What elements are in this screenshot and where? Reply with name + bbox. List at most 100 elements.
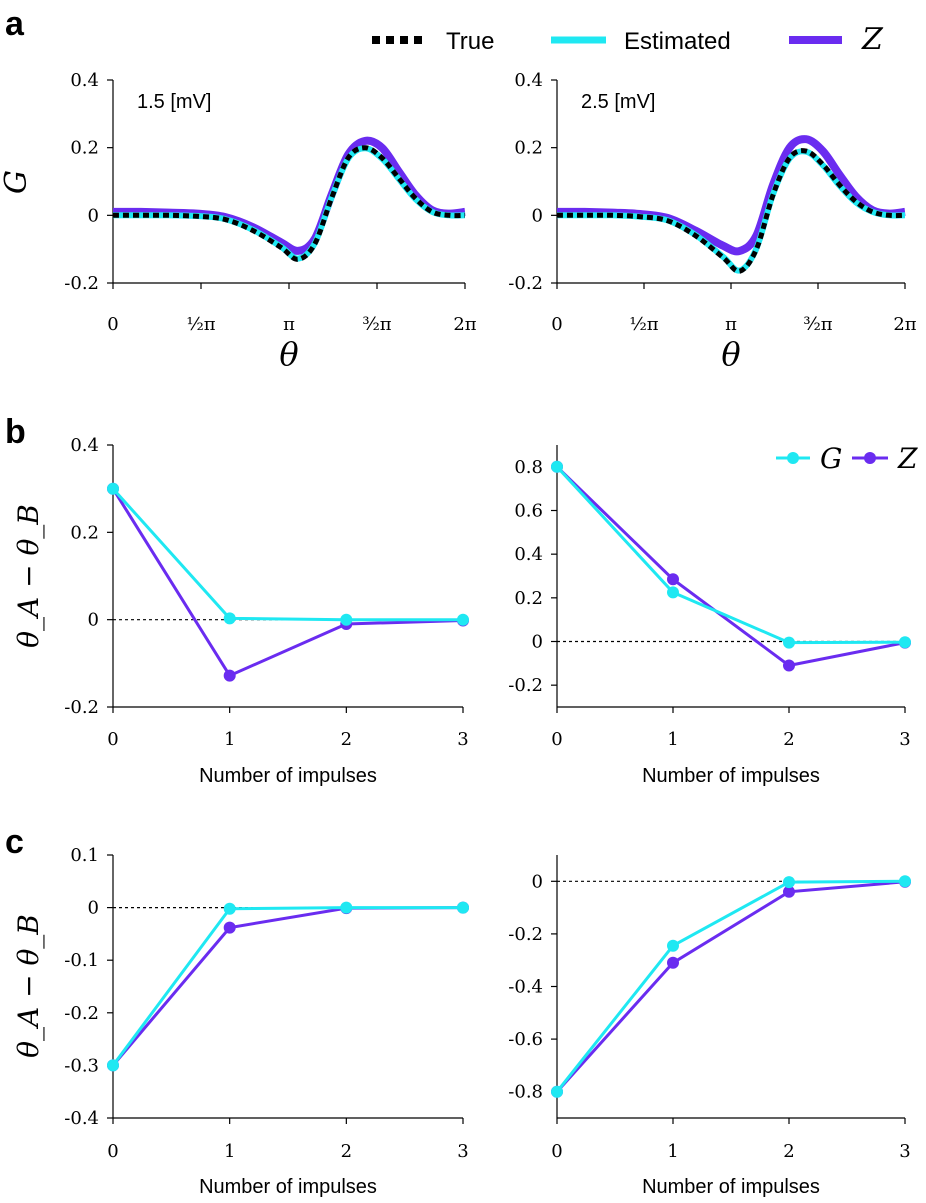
x-tick-label: 3 xyxy=(457,1141,468,1162)
y-tick-label: 0.2 xyxy=(514,588,543,609)
y-tick-label: -0.6 xyxy=(508,1029,543,1050)
series-line-g xyxy=(555,465,906,645)
chart-3: -0.2 0 0.2 0.4 0.6 0.8 0 1 2 3 Number of impulses xyxy=(508,445,911,787)
y-tick-label: 0.1 xyxy=(70,845,99,866)
data-point-g-2 xyxy=(783,876,795,889)
x-tick-label: 3 xyxy=(899,1141,910,1162)
y-tick-label: -0.3 xyxy=(64,1055,99,1076)
x-tick-label: ³⁄₂π xyxy=(362,314,391,335)
panel-label-a: a xyxy=(5,5,25,43)
legend-a-label-1: Estimated xyxy=(624,28,731,55)
y-tick-label: 0.4 xyxy=(70,70,99,91)
x-tick-label: 2 xyxy=(783,1141,794,1162)
x-tick-label: 0 xyxy=(107,1141,118,1162)
panel-annotation: 2.5 [mV] xyxy=(581,91,655,113)
x-axis-title: Number of impulses xyxy=(199,1176,377,1198)
data-point-g-3 xyxy=(457,613,469,626)
chart-1: -0.2 0 0.2 0.4 0 ½π π ³⁄₂π 2π θ 2.5 [mV] xyxy=(508,70,917,373)
data-point-g-1 xyxy=(667,586,679,599)
series-line-z xyxy=(555,880,906,1093)
x-tick-label: π xyxy=(283,314,295,335)
data-point-g-3 xyxy=(899,636,911,649)
x-axis-title: θ xyxy=(721,335,740,373)
y-tick-label: 0.4 xyxy=(514,544,543,565)
data-point-z-1 xyxy=(223,669,236,682)
legend-b-marker-0 xyxy=(787,452,799,464)
panel-annotation: 1.5 [mV] xyxy=(137,91,211,113)
legend-a-item-2: Z xyxy=(789,22,884,57)
x-tick-label: 2π xyxy=(453,314,476,335)
chart-0: -0.2 0 0.2 0.4 0 ½π π ³⁄₂π 2π θ G 1.5 [mV] xyxy=(0,70,477,373)
x-tick-label: 2 xyxy=(783,729,794,750)
y-tick-label: -0.1 xyxy=(64,950,99,971)
y-tick-label: 0.2 xyxy=(514,138,543,159)
y-tick-label: -0.2 xyxy=(64,273,99,294)
panel-labels: a b c xyxy=(5,5,26,861)
data-point-g-2 xyxy=(783,636,795,649)
chart-4: -0.4 -0.3 -0.2 -0.1 0 0.1 0 1 2 3 Number of impuls… xyxy=(12,845,469,1198)
y-tick-label: 0 xyxy=(88,898,99,919)
series-line-z xyxy=(556,135,906,256)
series-line-z xyxy=(111,487,464,678)
data-point-g-1 xyxy=(223,902,236,915)
legend-panel-a: True Estimated Z xyxy=(372,22,884,57)
y-tick-label: 0.8 xyxy=(514,457,543,478)
y-tick-label: 0.4 xyxy=(70,435,99,456)
legend-b-item-1: Z xyxy=(852,442,918,475)
y-tick-label: 0 xyxy=(88,205,99,226)
x-tick-label: 3 xyxy=(457,729,468,750)
y-tick-label: -0.2 xyxy=(508,924,543,945)
series-line-true xyxy=(112,145,466,262)
data-point-g-3 xyxy=(899,875,911,888)
x-tick-label: 3 xyxy=(899,729,910,750)
y-tick-label: 0 xyxy=(88,610,99,631)
x-tick-label: 1 xyxy=(667,729,678,750)
legend-a-item-1: Estimated xyxy=(551,28,731,55)
data-point-z-2 xyxy=(783,885,795,898)
legend-a-label-2: Z xyxy=(861,22,884,57)
y-tick-label: 0 xyxy=(532,632,543,653)
data-point-z-2 xyxy=(783,659,795,672)
chart-2: -0.2 0 0.2 0.4 0 1 2 3 Number of impulses θ_A − θ… xyxy=(12,435,469,787)
y-tick-label: -0.8 xyxy=(508,1082,543,1103)
x-axis-title: Number of impulses xyxy=(642,765,820,787)
x-tick-label: ½π xyxy=(629,314,658,335)
series-line-estimated xyxy=(112,145,466,262)
x-tick-label: 0 xyxy=(551,1141,562,1162)
y-tick-label: -0.2 xyxy=(508,675,543,696)
x-tick-label: 0 xyxy=(107,729,118,750)
chart-5: -0.8 -0.6 -0.4 -0.2 0 0 1 2 3 Number of impulses xyxy=(508,855,911,1198)
x-tick-label: 1 xyxy=(224,729,235,750)
x-tick-label: ³⁄₂π xyxy=(803,314,832,335)
x-tick-label: ½π xyxy=(186,314,215,335)
data-point-z-1 xyxy=(223,921,236,934)
legend-a-label-0: True xyxy=(446,28,494,55)
x-tick-label: 0 xyxy=(107,314,118,335)
series-line-g xyxy=(111,487,463,622)
data-point-z-1 xyxy=(667,956,679,969)
series-line-z xyxy=(555,465,906,668)
data-point-g-1 xyxy=(223,612,236,625)
y-axis-title: θ_A − θ_B xyxy=(12,504,45,648)
data-point-g-0 xyxy=(107,482,119,495)
y-tick-label: -0.2 xyxy=(64,1003,99,1024)
series-line-true xyxy=(556,148,906,274)
x-tick-label: π xyxy=(725,314,737,335)
x-axis-title: Number of impulses xyxy=(199,765,377,787)
y-tick-label: 0.6 xyxy=(514,501,543,522)
y-axis-title: G xyxy=(0,170,34,194)
panel-label-c: c xyxy=(5,823,24,861)
y-tick-label: 0.4 xyxy=(514,70,543,91)
legend-b-label-0: G xyxy=(820,442,842,475)
data-point-g-3 xyxy=(457,901,469,914)
y-tick-label: -0.4 xyxy=(508,977,543,998)
x-tick-label: 2 xyxy=(341,1141,352,1162)
panel-label-b: b xyxy=(5,413,26,451)
x-tick-label: 1 xyxy=(224,1141,235,1162)
series-line-g xyxy=(555,879,906,1093)
data-point-g-1 xyxy=(667,939,679,952)
x-tick-label: 2π xyxy=(893,314,916,335)
